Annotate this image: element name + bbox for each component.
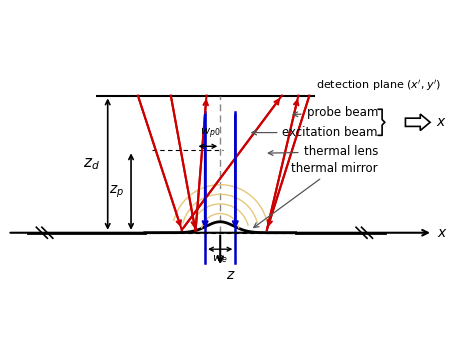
Text: $w_e$: $w_e$ — [212, 253, 228, 265]
Text: thermal mirror: thermal mirror — [254, 162, 378, 227]
Text: $z_p$: $z_p$ — [109, 183, 124, 200]
Text: detection plane $(x', y')$: detection plane $(x', y')$ — [316, 78, 441, 93]
Text: $z$: $z$ — [226, 268, 235, 282]
Text: excitation beam: excitation beam — [252, 126, 378, 139]
Text: probe beam: probe beam — [293, 105, 378, 119]
Text: $w_{p0}$: $w_{p0}$ — [201, 127, 221, 141]
Text: $x$: $x$ — [437, 226, 447, 240]
Text: $z_d$: $z_d$ — [82, 156, 100, 172]
Text: $x$: $x$ — [436, 115, 447, 129]
Polygon shape — [405, 114, 430, 131]
Text: thermal lens: thermal lens — [268, 145, 378, 158]
